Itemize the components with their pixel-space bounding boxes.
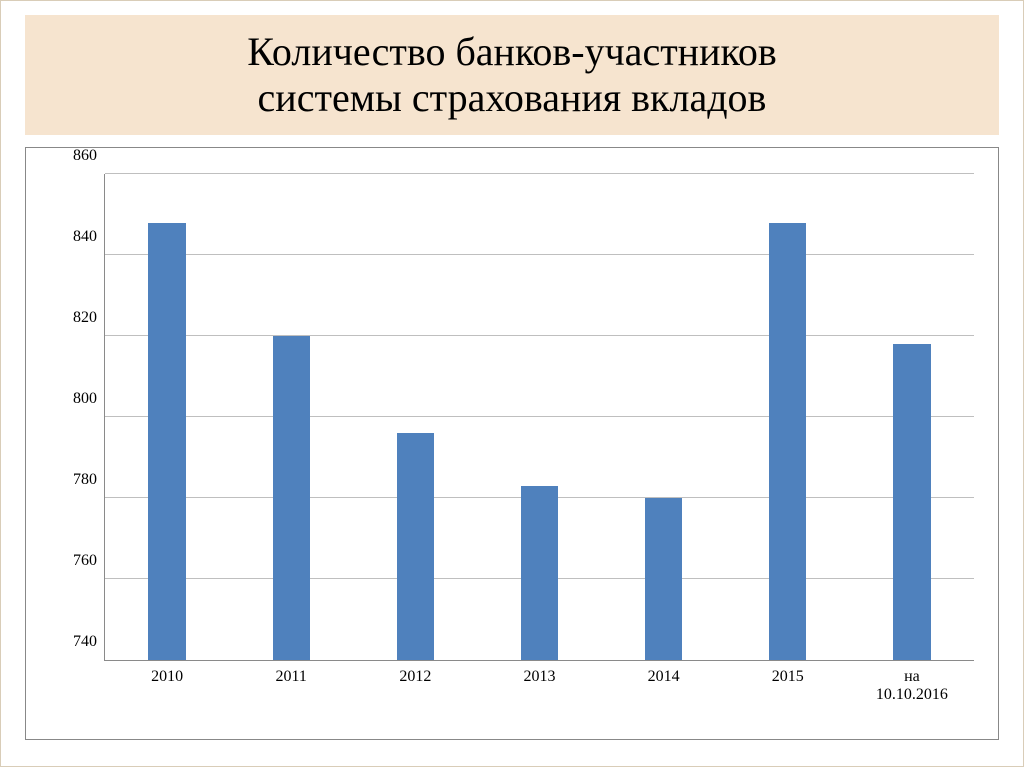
gridline bbox=[105, 335, 974, 336]
x-tick-label: 2013 bbox=[524, 660, 556, 686]
bar bbox=[397, 433, 434, 660]
y-tick-label: 860 bbox=[73, 147, 105, 165]
y-tick-label: 780 bbox=[73, 471, 105, 489]
bar bbox=[645, 498, 682, 660]
bar bbox=[148, 223, 185, 660]
gridline bbox=[105, 173, 974, 174]
title-band: Количество банков-участников системы стр… bbox=[25, 15, 999, 135]
x-tick-label: на 10.10.2016 bbox=[876, 660, 948, 705]
gridline bbox=[105, 416, 974, 417]
bar bbox=[521, 486, 558, 660]
x-tick-label: 2014 bbox=[648, 660, 680, 686]
x-tick-label: 2012 bbox=[399, 660, 431, 686]
x-tick-label: 2010 bbox=[151, 660, 183, 686]
chart-frame: 740 760 780 800 820 840 860 2010 2011 2012 2013 201… bbox=[25, 147, 999, 740]
slide-title: Количество банков-участников системы стр… bbox=[247, 29, 777, 121]
bar-chart-plot: 7407607808008208408602010201120122013201… bbox=[104, 174, 974, 661]
y-tick-label: 760 bbox=[73, 552, 105, 570]
x-tick-label: 2011 bbox=[276, 660, 307, 686]
bar bbox=[893, 344, 930, 660]
bar bbox=[273, 336, 310, 660]
y-tick-label: 820 bbox=[73, 309, 105, 327]
y-tick-label: 740 bbox=[73, 633, 105, 651]
bar bbox=[769, 223, 806, 660]
slide: Количество банков-участников системы стр… bbox=[0, 0, 1024, 767]
gridline bbox=[105, 254, 974, 255]
y-tick-label: 800 bbox=[73, 390, 105, 408]
y-tick-label: 840 bbox=[73, 228, 105, 246]
x-tick-label: 2015 bbox=[772, 660, 804, 686]
